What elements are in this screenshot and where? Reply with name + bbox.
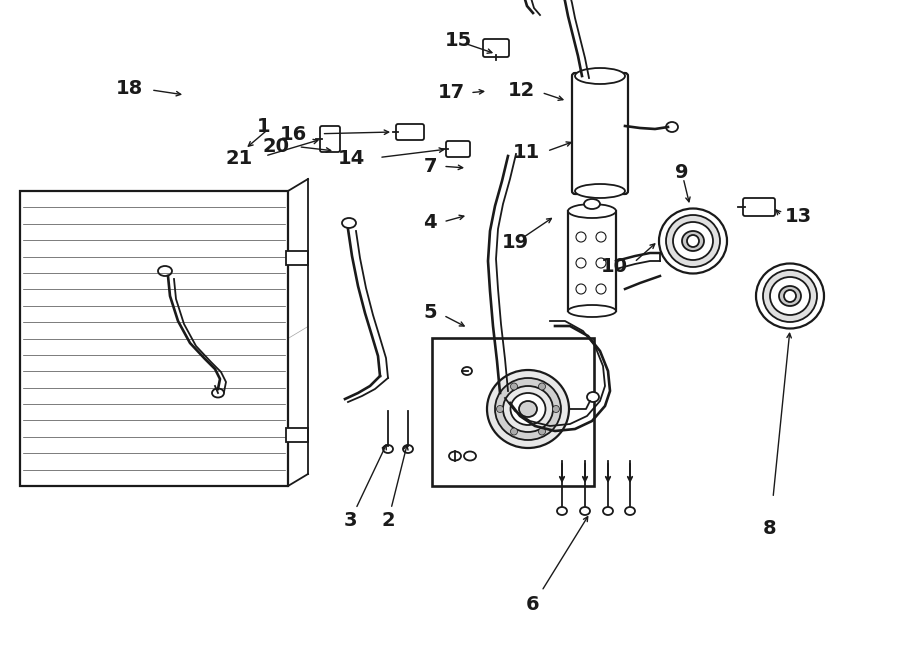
Ellipse shape xyxy=(666,215,720,267)
Circle shape xyxy=(510,428,518,435)
Ellipse shape xyxy=(342,218,356,228)
Ellipse shape xyxy=(212,389,224,397)
Circle shape xyxy=(687,235,699,247)
Ellipse shape xyxy=(666,122,678,132)
Ellipse shape xyxy=(587,392,599,402)
Text: 21: 21 xyxy=(226,149,253,169)
Text: 12: 12 xyxy=(508,81,535,100)
FancyBboxPatch shape xyxy=(396,124,424,140)
FancyBboxPatch shape xyxy=(743,198,775,216)
Circle shape xyxy=(784,290,796,302)
Circle shape xyxy=(538,428,545,435)
Text: 2: 2 xyxy=(382,512,395,531)
Text: 1: 1 xyxy=(256,116,270,136)
Ellipse shape xyxy=(603,507,613,515)
Circle shape xyxy=(510,383,518,390)
Text: 10: 10 xyxy=(601,256,628,276)
Ellipse shape xyxy=(158,266,172,276)
Text: 13: 13 xyxy=(785,208,812,227)
Ellipse shape xyxy=(503,386,553,432)
Ellipse shape xyxy=(464,451,476,461)
Text: 3: 3 xyxy=(343,512,356,531)
Text: 17: 17 xyxy=(438,83,465,102)
Ellipse shape xyxy=(495,378,561,440)
FancyBboxPatch shape xyxy=(320,126,340,152)
Text: 11: 11 xyxy=(513,143,540,163)
Text: 4: 4 xyxy=(423,214,437,233)
Ellipse shape xyxy=(682,231,704,251)
Text: 18: 18 xyxy=(116,79,143,98)
Ellipse shape xyxy=(568,305,616,317)
Ellipse shape xyxy=(575,184,625,198)
Text: 6: 6 xyxy=(526,596,540,615)
Ellipse shape xyxy=(763,270,817,322)
FancyBboxPatch shape xyxy=(572,73,628,194)
Ellipse shape xyxy=(770,277,810,315)
Ellipse shape xyxy=(383,445,393,453)
Ellipse shape xyxy=(403,445,413,453)
Ellipse shape xyxy=(575,68,625,84)
Text: 5: 5 xyxy=(423,303,437,323)
Ellipse shape xyxy=(625,507,635,515)
Ellipse shape xyxy=(756,264,824,329)
Ellipse shape xyxy=(510,393,545,425)
Ellipse shape xyxy=(779,286,801,306)
Bar xyxy=(432,338,594,486)
Ellipse shape xyxy=(557,507,567,515)
Text: 16: 16 xyxy=(280,124,307,143)
Ellipse shape xyxy=(584,199,600,209)
Text: 9: 9 xyxy=(675,163,688,182)
Ellipse shape xyxy=(580,507,590,515)
Text: 7: 7 xyxy=(424,157,437,176)
Bar xyxy=(286,251,308,265)
Text: 19: 19 xyxy=(501,233,528,253)
Circle shape xyxy=(553,405,560,412)
Text: 8: 8 xyxy=(763,518,777,537)
Bar xyxy=(20,191,288,486)
FancyBboxPatch shape xyxy=(483,39,509,57)
FancyBboxPatch shape xyxy=(446,141,470,157)
Ellipse shape xyxy=(659,208,727,274)
Text: 15: 15 xyxy=(445,32,472,50)
Ellipse shape xyxy=(673,222,713,260)
Ellipse shape xyxy=(462,367,472,375)
Text: 14: 14 xyxy=(338,149,365,169)
Ellipse shape xyxy=(568,204,616,218)
Circle shape xyxy=(538,383,545,390)
Bar xyxy=(286,428,308,442)
Circle shape xyxy=(497,405,503,412)
Ellipse shape xyxy=(519,401,537,417)
Bar xyxy=(568,211,616,311)
Text: 20: 20 xyxy=(263,137,290,155)
Ellipse shape xyxy=(449,451,461,461)
Ellipse shape xyxy=(487,370,569,448)
